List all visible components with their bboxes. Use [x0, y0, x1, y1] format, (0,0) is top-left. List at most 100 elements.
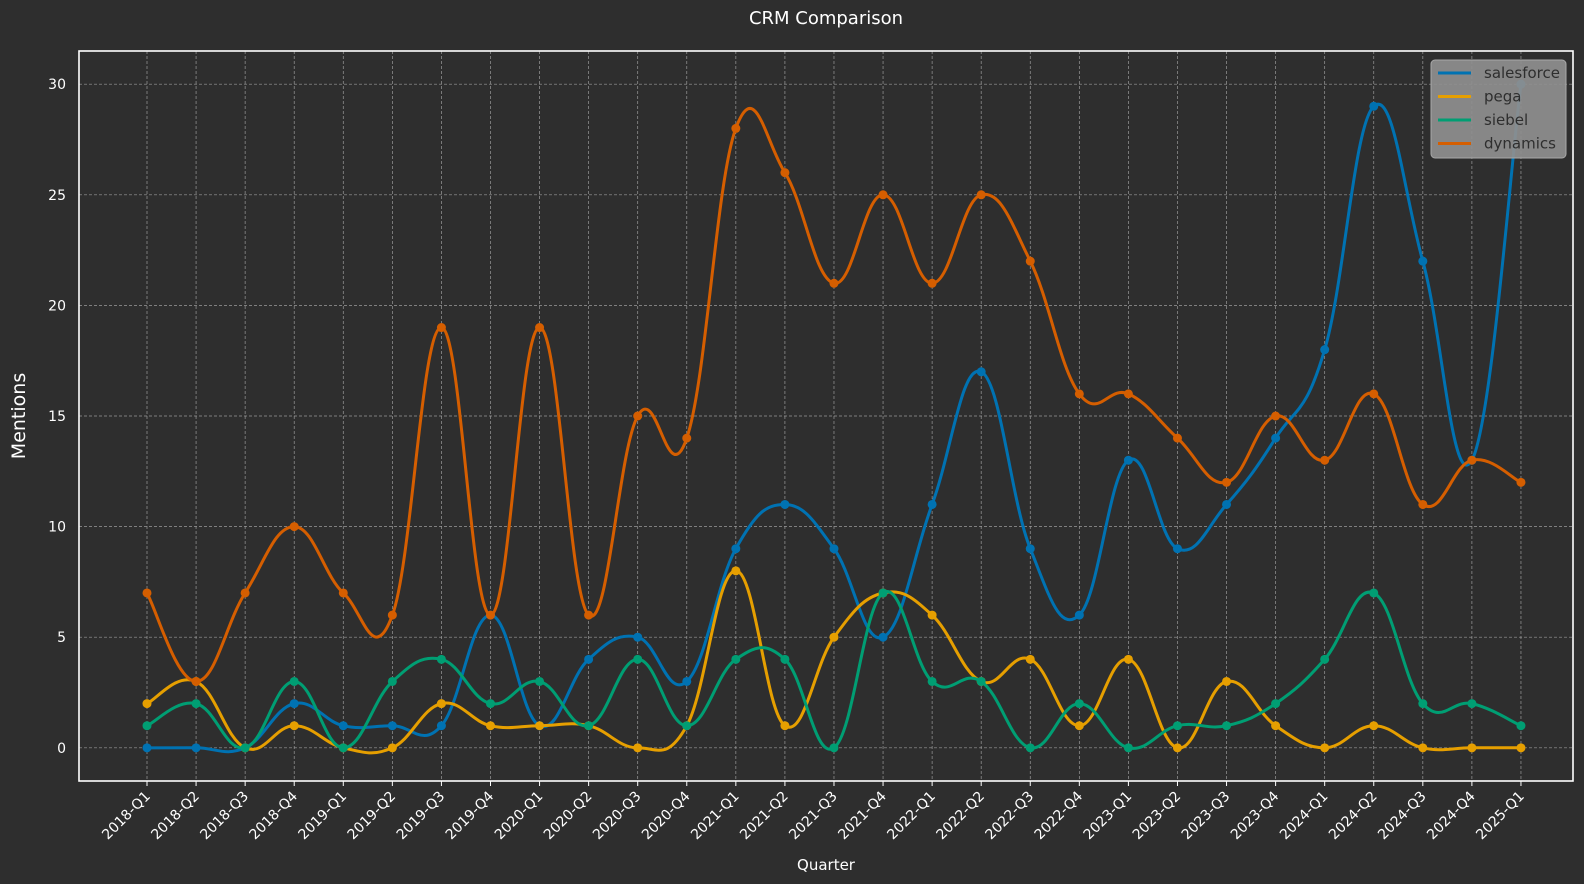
data-point-pega — [829, 632, 839, 642]
data-point-salesforce — [829, 544, 839, 554]
data-point-siebel — [436, 654, 446, 664]
data-point-dynamics — [878, 190, 888, 200]
legend-label-salesforce: salesforce — [1484, 64, 1560, 82]
data-point-dynamics — [485, 610, 495, 620]
series-dynamics — [142, 107, 1526, 686]
data-point-salesforce — [1271, 433, 1281, 443]
data-point-salesforce — [1369, 101, 1379, 111]
y-tick-label: 20 — [48, 298, 66, 314]
series-line-dynamics — [145, 107, 1522, 683]
data-point-dynamics — [289, 522, 299, 532]
data-point-pega — [731, 566, 741, 576]
data-point-dynamics — [1172, 433, 1182, 443]
data-point-dynamics — [780, 168, 790, 178]
data-point-dynamics — [1074, 389, 1084, 399]
data-point-dynamics — [584, 610, 594, 620]
data-point-dynamics — [829, 278, 839, 288]
data-point-salesforce — [584, 654, 594, 664]
legend-label-siebel: siebel — [1484, 111, 1528, 129]
data-point-pega — [436, 699, 446, 709]
data-point-salesforce — [338, 721, 348, 731]
data-point-siebel — [1369, 588, 1379, 598]
data-point-dynamics — [240, 588, 250, 598]
data-point-dynamics — [1123, 389, 1133, 399]
data-point-siebel — [1516, 721, 1526, 731]
data-point-siebel — [682, 721, 692, 731]
data-point-siebel — [1074, 699, 1084, 709]
data-point-salesforce — [1222, 499, 1232, 509]
data-point-pega — [927, 610, 937, 620]
data-point-siebel — [584, 721, 594, 731]
legend-label-pega: pega — [1484, 88, 1521, 106]
data-point-siebel — [1025, 743, 1035, 753]
data-point-dynamics — [1467, 455, 1477, 465]
data-point-siebel — [240, 743, 250, 753]
data-point-salesforce — [731, 544, 741, 554]
data-point-dynamics — [927, 278, 937, 288]
data-point-salesforce — [142, 743, 152, 753]
data-point-siebel — [338, 743, 348, 753]
data-point-dynamics — [338, 588, 348, 598]
data-point-dynamics — [387, 610, 397, 620]
series-layer — [142, 79, 1526, 755]
data-point-siebel — [1418, 699, 1428, 709]
data-point-salesforce — [927, 499, 937, 509]
data-point-salesforce — [1418, 256, 1428, 266]
data-point-pega — [1222, 676, 1232, 686]
data-point-pega — [1467, 743, 1477, 753]
data-point-siebel — [780, 654, 790, 664]
data-point-salesforce — [1074, 610, 1084, 620]
data-point-salesforce — [436, 721, 446, 731]
series-salesforce — [142, 79, 1526, 754]
y-tick-label: 30 — [48, 77, 66, 93]
plot-frame — [78, 50, 1574, 782]
data-point-salesforce — [289, 699, 299, 709]
data-point-siebel — [1222, 721, 1232, 731]
data-point-dynamics — [142, 588, 152, 598]
data-point-pega — [1418, 743, 1428, 753]
data-point-dynamics — [1369, 389, 1379, 399]
data-point-pega — [1123, 654, 1133, 664]
data-point-dynamics — [191, 676, 201, 686]
data-point-salesforce — [878, 632, 888, 642]
data-point-siebel — [1271, 699, 1281, 709]
data-point-siebel — [1123, 743, 1133, 753]
x-axis-label: Quarter — [797, 856, 856, 874]
data-point-pega — [633, 743, 643, 753]
series-siebel — [142, 588, 1526, 753]
data-point-pega — [142, 699, 152, 709]
data-point-salesforce — [191, 743, 201, 753]
data-point-siebel — [289, 676, 299, 686]
data-point-siebel — [927, 676, 937, 686]
chart-title: CRM Comparison — [749, 8, 903, 29]
y-tick-labels: 0 5 10 15 20 25 30 — [48, 77, 66, 757]
data-point-salesforce — [780, 499, 790, 509]
y-tick-label: 5 — [57, 630, 66, 646]
data-point-pega — [1271, 721, 1281, 731]
data-point-salesforce — [633, 632, 643, 642]
data-point-salesforce — [1172, 544, 1182, 554]
data-point-pega — [1172, 743, 1182, 753]
data-point-siebel — [633, 654, 643, 664]
data-point-dynamics — [436, 323, 446, 333]
data-point-siebel — [485, 699, 495, 709]
data-point-dynamics — [731, 123, 741, 133]
data-point-pega — [485, 721, 495, 731]
data-point-siebel — [191, 699, 201, 709]
data-point-siebel — [387, 676, 397, 686]
data-point-pega — [1074, 721, 1084, 731]
data-point-pega — [289, 721, 299, 731]
data-point-pega — [1369, 721, 1379, 731]
y-axis-label: Mentions — [8, 373, 30, 459]
data-point-siebel — [142, 721, 152, 731]
data-point-siebel — [731, 654, 741, 664]
legend-label-dynamics: dynamics — [1484, 135, 1556, 153]
data-point-salesforce — [1320, 345, 1330, 355]
legend-box — [1430, 59, 1567, 159]
data-point-pega — [1025, 654, 1035, 664]
data-point-dynamics — [1516, 477, 1526, 487]
data-point-dynamics — [1320, 455, 1330, 465]
data-point-salesforce — [387, 721, 397, 731]
y-tick-label: 0 — [57, 741, 66, 757]
